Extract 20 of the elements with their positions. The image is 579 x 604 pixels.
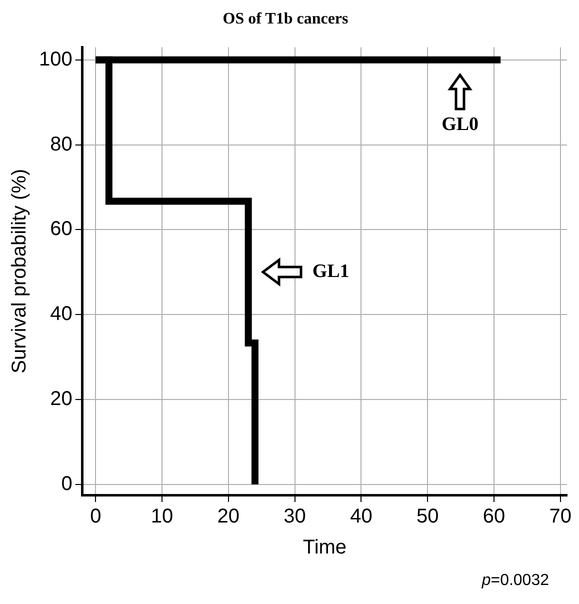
- x-tick-label: 50: [416, 506, 439, 528]
- y-tick-label: 0: [61, 472, 72, 495]
- x-tick-label: 40: [350, 506, 372, 528]
- annotation: GL1: [312, 261, 350, 284]
- x-axis-title: Time: [302, 536, 347, 559]
- text: p=0.0032: [482, 572, 549, 590]
- y-tick-label: 80: [50, 133, 72, 156]
- x-tick-label: 10: [150, 506, 174, 528]
- chart-title: OS of T1b cancers: [222, 10, 348, 28]
- annotation: GL0: [442, 114, 479, 136]
- x-tick-label: 30: [284, 506, 306, 528]
- x-tick-label: 0: [90, 506, 102, 528]
- x-tick-label: 70: [549, 506, 572, 528]
- y-tick-label: 20: [50, 388, 72, 410]
- y-tick-label: 60: [50, 218, 72, 240]
- x-tick-label: 20: [217, 506, 240, 528]
- y-tick-label: 100: [38, 48, 72, 70]
- y-tick-label: 40: [50, 303, 72, 326]
- x-tick-label: 60: [482, 506, 506, 528]
- y-axis-title: Survival probability (%): [8, 168, 31, 374]
